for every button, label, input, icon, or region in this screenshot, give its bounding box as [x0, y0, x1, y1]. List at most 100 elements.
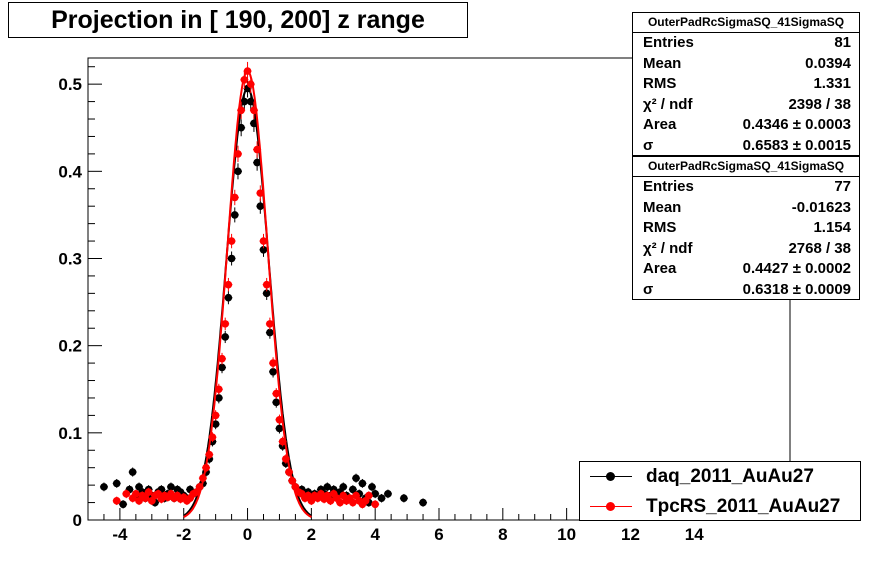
legend-entry-daq: daq_2011_AuAu27 [580, 462, 860, 492]
data-point [365, 491, 373, 500]
data-point [234, 150, 242, 158]
data-point [352, 474, 360, 482]
legend-marker-red [580, 492, 640, 522]
data-point [272, 398, 281, 407]
data-point [211, 411, 220, 420]
y-tick-label: 0.3 [58, 249, 82, 268]
data-point [112, 479, 121, 488]
x-tick-label: 0 [243, 525, 252, 544]
tick-labels: -4 -2 0 2 4 6 8 10 12 14 0 0.1 0.2 0.3 0.4 0.5 [58, 75, 704, 544]
stats-value: 2768 / 38 [788, 239, 851, 257]
x-tick-label: 8 [498, 525, 507, 544]
data-point [215, 394, 223, 402]
data-point [288, 476, 297, 485]
data-point [253, 145, 261, 154]
data-point [384, 490, 392, 498]
y-tick-label: 0.1 [58, 424, 82, 443]
stats-row-chi2: χ² / ndf 2768 / 38 [633, 239, 859, 260]
data-point [272, 389, 281, 398]
stats-box-header: OuterPadRcSigmaSQ_41SigmaSQ [633, 13, 859, 33]
data-point [208, 433, 217, 441]
legend-entry-tpcrs: TpcRS_2011_AuAu27 [580, 492, 860, 522]
stats-value: 81 [834, 34, 851, 51]
data-point [371, 500, 379, 509]
data-point [368, 483, 376, 491]
data-point [230, 193, 239, 202]
data-point [195, 483, 204, 491]
stats-row-area: Area 0.4427 ± 0.0002 [633, 259, 859, 280]
stats-label: RMS [643, 75, 677, 93]
data-point [256, 189, 265, 197]
data-point [339, 483, 348, 491]
series-layer [99, 61, 428, 518]
y-tick-label: 0.4 [58, 162, 82, 181]
x-tick-label: 10 [557, 525, 576, 544]
data-point [112, 497, 121, 505]
stats-value: 77 [834, 178, 851, 195]
stats-box-tpcrs: OuterPadRcSigmaSQ_41SigmaSQ Entries 77 Me… [632, 156, 860, 300]
data-point [253, 158, 261, 167]
x-tick-label: 6 [434, 525, 443, 544]
stats-label: Mean [643, 198, 682, 216]
data-point [141, 494, 150, 503]
stats-label: Entries [643, 34, 694, 51]
data-point [144, 488, 153, 496]
x-tick-label: 14 [685, 525, 704, 544]
stats-label: σ [643, 136, 654, 154]
data-point [119, 500, 127, 509]
stats-row-sigma: σ 0.6583 ± 0.0015 [633, 136, 859, 157]
x-tick-label: 12 [621, 525, 640, 544]
data-point [266, 328, 274, 337]
stats-value: 1.154 [813, 219, 851, 237]
stats-value: 2398 / 38 [788, 95, 851, 113]
data-point [266, 320, 274, 328]
data-point [250, 106, 258, 115]
stats-label: Area [643, 260, 677, 278]
stats-value: 0.0394 [805, 54, 851, 72]
data-point [371, 490, 379, 498]
stats-value: 1.331 [813, 75, 851, 93]
data-point [246, 80, 255, 88]
data-point [419, 498, 427, 507]
data-point [358, 479, 367, 488]
data-point [122, 490, 131, 498]
data-point [323, 483, 332, 491]
data-point [132, 490, 140, 498]
y-tick-label: 0 [73, 511, 82, 530]
legend-label: daq_2011_AuAu27 [646, 466, 814, 487]
stats-value: 0.4346 ± 0.0003 [742, 116, 851, 134]
stats-row-entries: Entries 77 [633, 177, 859, 198]
data-point [269, 368, 277, 376]
legend: daq_2011_AuAu27 TpcRS_2011_AuAu27 [579, 461, 861, 521]
x-tick-label: -4 [112, 525, 128, 544]
y-tick-label: 0.5 [58, 75, 82, 94]
data-point [230, 211, 239, 219]
data-point [199, 474, 207, 482]
stats-label: χ² / ndf [643, 95, 693, 113]
stats-value: 0.6583 ± 0.0015 [742, 136, 851, 154]
x-tick-label: -2 [176, 525, 191, 544]
stats-value: -0.01623 [791, 198, 851, 216]
legend-label: TpcRS_2011_AuAu27 [646, 496, 841, 517]
data-point [282, 455, 290, 463]
data-point [262, 280, 271, 289]
data-point [215, 385, 223, 394]
stats-label: σ [643, 280, 654, 298]
data-point [262, 289, 271, 298]
data-point [202, 463, 210, 472]
data-point [349, 485, 357, 494]
data-point [326, 497, 335, 505]
data-point [221, 333, 230, 341]
data-point [205, 450, 214, 459]
data-point [250, 119, 258, 128]
data-point [400, 494, 408, 503]
stats-row-rms: RMS 1.154 [633, 218, 859, 239]
data-point [237, 106, 245, 115]
data-point [234, 167, 242, 176]
data-point [100, 483, 108, 491]
data-point [349, 498, 357, 507]
data-point [224, 280, 233, 289]
data-point [227, 237, 236, 245]
data-point [275, 415, 284, 424]
series-TpcRS_2011_AuAu27 [112, 61, 380, 518]
